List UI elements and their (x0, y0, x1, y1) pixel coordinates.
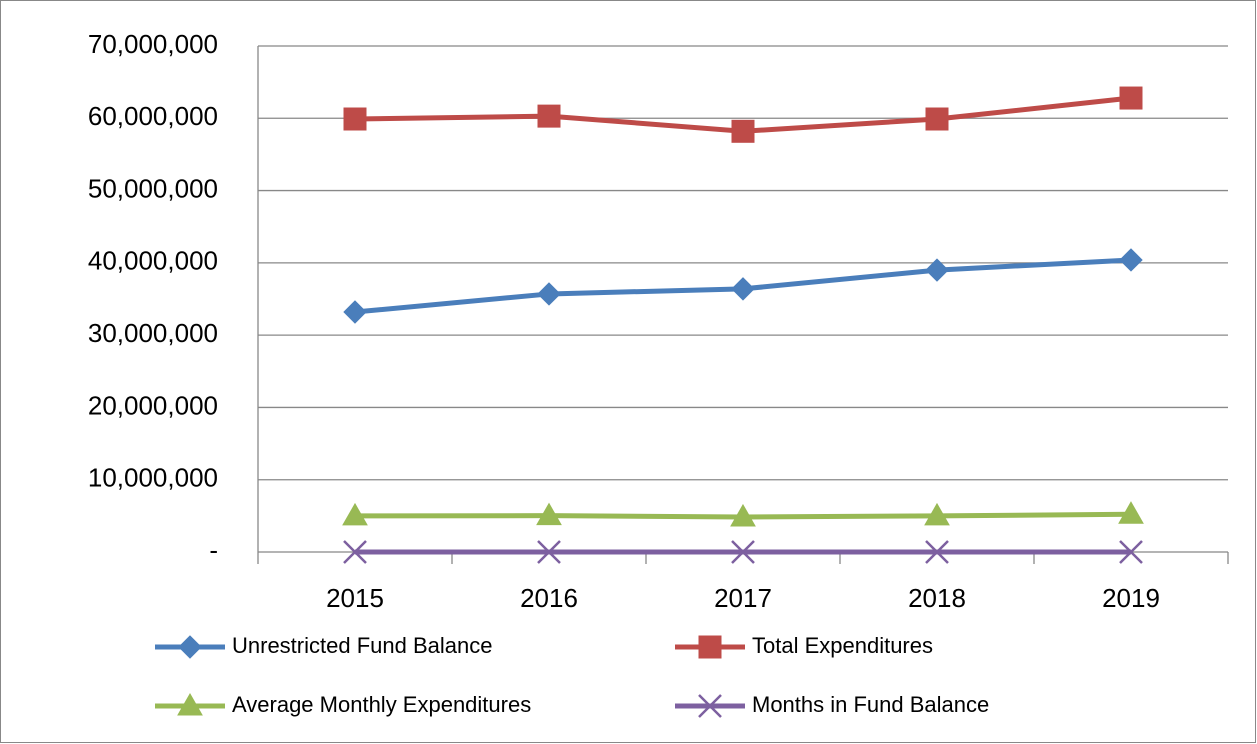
marker (343, 540, 367, 564)
marker (925, 258, 949, 282)
marker (1119, 86, 1143, 110)
legend-label: Unrestricted Fund Balance (232, 633, 492, 658)
marker (537, 104, 561, 128)
x-tick-label: 2018 (908, 583, 966, 613)
marker (178, 635, 202, 659)
marker (925, 107, 949, 131)
y-tick-label: 20,000,000 (88, 390, 218, 420)
marker (536, 502, 562, 526)
y-tick-label: 30,000,000 (88, 318, 218, 348)
marker (537, 282, 561, 306)
y-tick-label: 10,000,000 (88, 463, 218, 493)
marker (1119, 540, 1143, 564)
marker (731, 540, 755, 564)
marker (698, 635, 722, 659)
legend-label: Total Expenditures (752, 633, 933, 658)
x-tick-label: 2016 (520, 583, 578, 613)
marker (343, 300, 367, 324)
marker (731, 119, 755, 143)
marker (342, 502, 368, 526)
x-tick-label: 2017 (714, 583, 772, 613)
marker (537, 540, 561, 564)
marker (698, 694, 722, 718)
marker (343, 107, 367, 131)
x-tick-label: 2015 (326, 583, 384, 613)
marker (1119, 248, 1143, 272)
marker (177, 692, 203, 716)
marker (731, 277, 755, 301)
legend-label: Months in Fund Balance (752, 692, 989, 717)
y-tick-label: 70,000,000 (88, 29, 218, 59)
y-tick-label: 60,000,000 (88, 101, 218, 131)
y-tick-label: - (209, 535, 218, 565)
marker (1118, 501, 1144, 524)
legend-label: Average Monthly Expenditures (232, 692, 531, 717)
y-tick-label: 50,000,000 (88, 173, 218, 203)
x-tick-label: 2019 (1102, 583, 1160, 613)
y-tick-label: 40,000,000 (88, 246, 218, 276)
marker (924, 502, 950, 526)
marker (925, 540, 949, 564)
marker (730, 503, 756, 527)
